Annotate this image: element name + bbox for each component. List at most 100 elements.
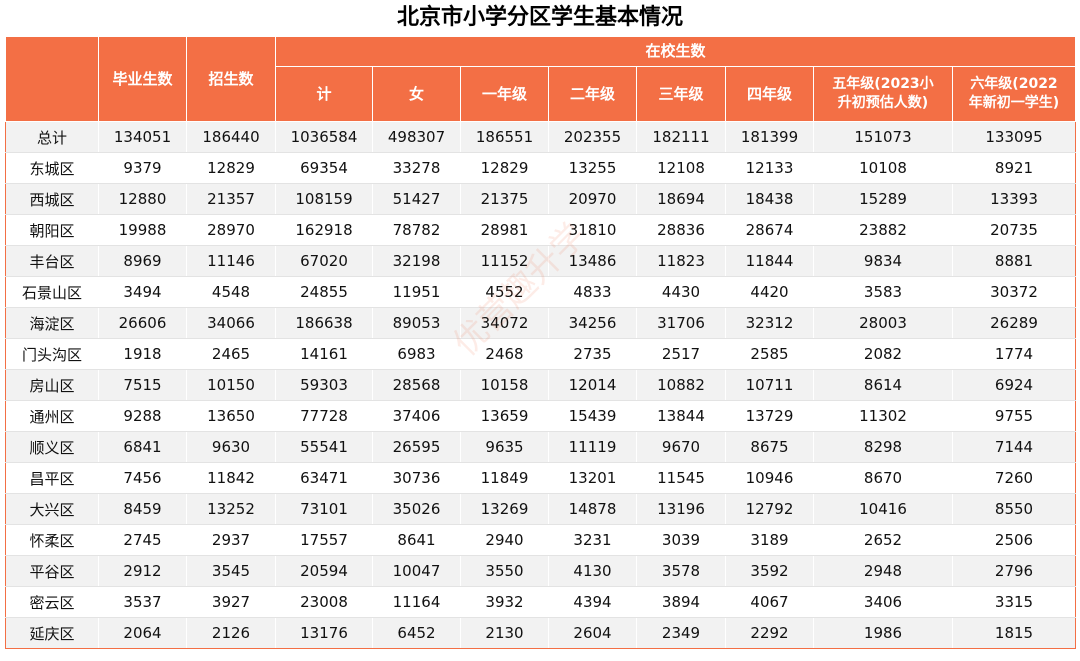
cell-g1: 3550 [460,555,549,587]
cell-g1: 2940 [460,524,549,556]
cell-g3: 10882 [636,369,726,401]
cell-g6: 6924 [951,369,1077,401]
cell-g4: 32312 [725,307,814,339]
cell-g3: 11545 [636,462,726,494]
cell-total: 14161 [275,338,373,370]
cell-total: 13176 [275,617,373,649]
cell-g2: 4833 [548,276,637,308]
cell-female: 8641 [372,524,461,556]
cell-g1: 28981 [460,214,549,246]
cell-g2: 202355 [548,121,637,153]
cell-enrollment: 28970 [186,214,276,246]
table-row: 平谷区 2912 3545 20594 10047 3550 4130 3578 3592 294… [5,555,1077,587]
cell-enrollment: 10150 [186,369,276,401]
cell-g5: 3583 [813,276,953,308]
cell-g6: 7144 [951,431,1077,463]
cell-g6: 1774 [951,338,1077,370]
cell-g2: 12014 [548,369,637,401]
header-in-school: 在校生数 [274,36,1077,67]
cell-g4: 10711 [725,369,814,401]
district-student-table: 毕业生数 招生数 在校生数 计 女 一年级 二年级 三年级 四年级 五年级(20… [5,36,1077,649]
cell-total: 55541 [275,431,373,463]
cell-g3: 11823 [636,245,726,277]
cell-g1: 34072 [460,307,549,339]
cell-female: 6452 [372,617,461,649]
cell-g4: 11844 [725,245,814,277]
table-row: 延庆区 2064 2126 13176 6452 2130 2604 2349 2292 1986… [5,617,1077,649]
cell-g5: 9834 [813,245,953,277]
cell-g4: 8675 [725,431,814,463]
header-grade4: 四年级 [725,66,814,122]
cell-g2: 4394 [548,586,637,618]
cell-g3: 12108 [636,152,726,184]
header-total: 计 [275,66,373,122]
cell-enrollment: 3545 [186,555,276,587]
header-grade6-line2: 年新初一学生) [968,95,1060,111]
cell-g5: 8298 [813,431,953,463]
cell-g1: 9635 [460,431,549,463]
cell-district: 石景山区 [5,276,99,308]
table-row: 密云区 3537 3927 23008 11164 3932 4394 3894 4067 340… [5,586,1077,618]
cell-g4: 10946 [725,462,814,494]
table-row: 门头沟区 1918 2465 14161 6983 2468 2735 2517 2585 208… [5,338,1077,370]
table-row: 东城区 9379 12829 69354 33278 12829 13255 12108 121… [5,152,1077,184]
cell-total: 20594 [275,555,373,587]
cell-g2: 15439 [548,400,637,432]
cell-district: 大兴区 [5,493,99,525]
table-body: 总计 134051 186440 1036584 498307 186551 202355 1… [5,121,1077,649]
cell-enrollment: 9630 [186,431,276,463]
cell-graduates: 26606 [98,307,187,339]
cell-enrollment: 11842 [186,462,276,494]
table-row: 石景山区 3494 4548 24855 11951 4552 4833 4430 4420 35… [5,276,1077,308]
cell-enrollment: 4548 [186,276,276,308]
header-graduates: 毕业生数 [98,36,187,122]
cell-g2: 4130 [548,555,637,587]
cell-female: 11164 [372,586,461,618]
cell-g3: 2349 [636,617,726,649]
table-row: 顺义区 6841 9630 55541 26595 9635 11119 9670 8675 82… [5,431,1077,463]
cell-g1: 10158 [460,369,549,401]
cell-graduates: 7515 [98,369,187,401]
cell-g3: 9670 [636,431,726,463]
cell-female: 6983 [372,338,461,370]
cell-district: 平谷区 [5,555,99,587]
cell-female: 10047 [372,555,461,587]
cell-total: 59303 [275,369,373,401]
cell-enrollment: 34066 [186,307,276,339]
cell-g3: 2517 [636,338,726,370]
cell-district: 西城区 [5,183,99,215]
cell-g2: 31810 [548,214,637,246]
cell-graduates: 9288 [98,400,187,432]
cell-g6: 30372 [951,276,1077,308]
cell-district: 顺义区 [5,431,99,463]
cell-female: 26595 [372,431,461,463]
cell-g1: 12829 [460,152,549,184]
cell-g5: 10108 [813,152,953,184]
cell-g4: 4420 [725,276,814,308]
table-row: 房山区 7515 10150 59303 28568 10158 12014 10882 107… [5,369,1077,401]
cell-total: 24855 [275,276,373,308]
cell-g6: 8881 [951,245,1077,277]
cell-district: 朝阳区 [5,214,99,246]
cell-g6: 13393 [951,183,1077,215]
cell-g6: 8550 [951,493,1077,525]
header-grade5-line2: 升初预估人数) [837,95,929,111]
cell-g5: 1986 [813,617,953,649]
table-row: 大兴区 8459 13252 73101 35026 13269 14878 13196 127… [5,493,1077,525]
cell-g5: 11302 [813,400,953,432]
cell-female: 37406 [372,400,461,432]
header-grade3: 三年级 [636,66,726,122]
cell-total: 17557 [275,524,373,556]
cell-g1: 3932 [460,586,549,618]
cell-female: 78782 [372,214,461,246]
table-row: 通州区 9288 13650 77728 37406 13659 15439 13844 137… [5,400,1077,432]
header-female: 女 [372,66,461,122]
table-row: 海淀区 26606 34066 186638 89053 34072 34256 31706 3… [5,307,1077,339]
cell-g5: 28003 [813,307,953,339]
header-grade1: 一年级 [460,66,549,122]
table-row: 西城区 12880 21357 108159 51427 21375 20970 18694 1… [5,183,1077,215]
cell-graduates: 2064 [98,617,187,649]
cell-female: 30736 [372,462,461,494]
cell-g4: 181399 [725,121,814,153]
table-row: 丰台区 8969 11146 67020 32198 11152 13486 11823 118… [5,245,1077,277]
